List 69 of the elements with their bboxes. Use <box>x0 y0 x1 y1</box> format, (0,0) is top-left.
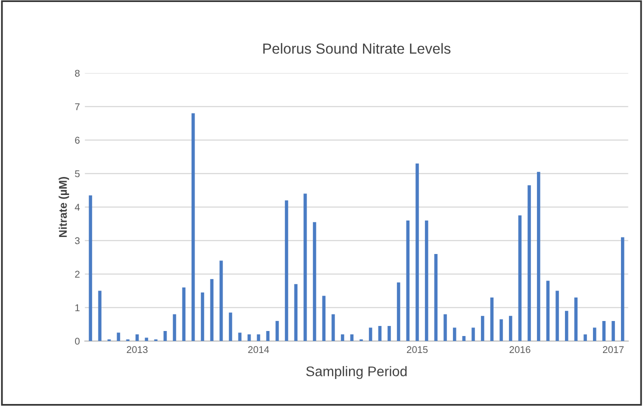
bar <box>444 314 447 342</box>
x-axis-title: Sampling Period <box>306 366 407 380</box>
x-tick-label: 2017 <box>602 346 624 354</box>
y-tick-label: 4 <box>74 204 80 211</box>
bar <box>536 172 540 342</box>
bar <box>116 332 120 342</box>
bar <box>500 319 503 342</box>
bar <box>546 280 550 342</box>
bar <box>556 290 559 342</box>
bar <box>192 113 195 342</box>
bar <box>228 312 232 342</box>
x-tick-label: 2015 <box>406 346 428 354</box>
bar <box>528 185 531 342</box>
bar <box>416 164 419 342</box>
bar <box>472 328 475 342</box>
bar <box>584 334 587 342</box>
bar <box>266 330 270 342</box>
bar <box>462 336 466 342</box>
bar <box>434 254 438 342</box>
bar <box>480 316 484 342</box>
bar <box>200 292 204 342</box>
bar <box>284 200 288 342</box>
y-tick-label: 1 <box>75 304 80 312</box>
x-tick-label: 2013 <box>126 346 148 354</box>
y-tick-label: 2 <box>75 270 80 278</box>
bar <box>508 316 512 342</box>
bar <box>172 314 176 342</box>
y-tick-label: 8 <box>75 70 80 77</box>
bar <box>388 326 391 342</box>
y-axis-title: Nitrate (µM) <box>58 176 70 237</box>
bar <box>602 320 606 342</box>
bar <box>98 290 102 342</box>
bar <box>332 314 335 342</box>
bar <box>424 220 428 342</box>
bar <box>518 215 522 342</box>
y-tick-label: 0 <box>74 338 80 345</box>
y-tick-label: 3 <box>74 237 80 244</box>
bar <box>592 328 596 342</box>
bar <box>368 328 372 342</box>
bar <box>136 334 139 342</box>
bar <box>564 310 568 342</box>
y-tick-label: 5 <box>74 170 80 178</box>
bar <box>312 222 316 342</box>
bar <box>220 260 223 342</box>
chart-title: Pelorus Sound Nitrate Levels <box>263 43 450 54</box>
y-tick-label: 7 <box>75 103 80 110</box>
bar <box>396 282 400 342</box>
bar <box>210 279 214 342</box>
bar <box>182 287 186 342</box>
bar <box>490 297 494 342</box>
bar <box>144 338 148 342</box>
bar <box>350 334 354 342</box>
bar <box>322 296 326 342</box>
bar <box>276 320 279 342</box>
x-tick-label: 2016 <box>510 346 530 354</box>
bar <box>304 194 307 342</box>
bar <box>248 334 251 342</box>
bar <box>574 297 578 342</box>
x-tick-label: 2014 <box>248 346 270 354</box>
bar <box>406 220 410 342</box>
bar <box>452 328 456 342</box>
bar <box>378 326 382 342</box>
bar <box>612 320 615 342</box>
bar <box>294 284 298 342</box>
y-tick-label: 6 <box>75 136 80 144</box>
bar <box>238 332 242 342</box>
bar <box>620 237 624 342</box>
bar <box>164 330 167 342</box>
bar <box>88 195 92 342</box>
